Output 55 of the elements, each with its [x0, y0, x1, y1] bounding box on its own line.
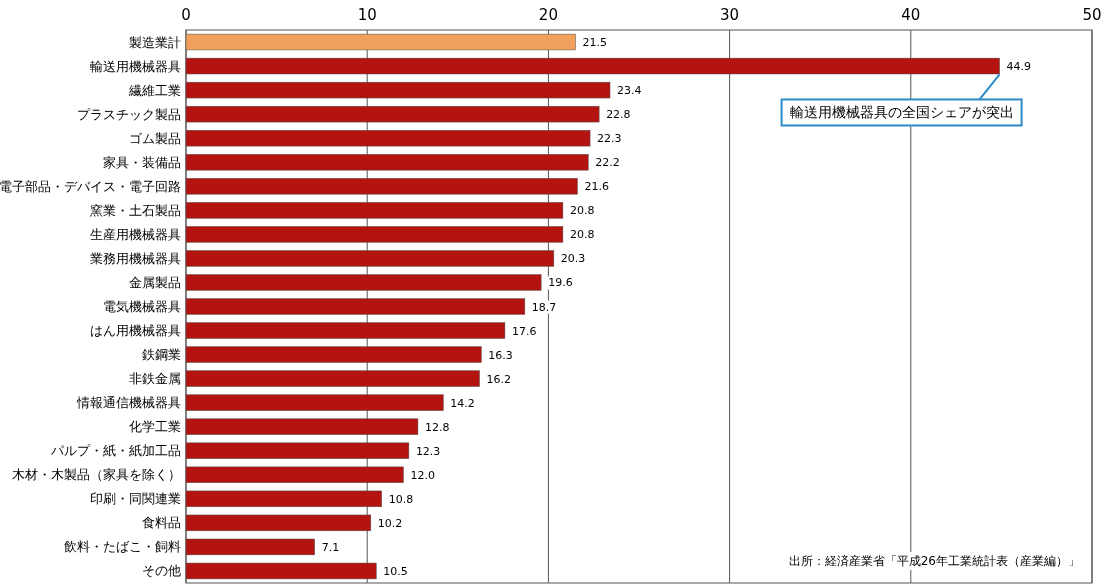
- y-tick-label: パルプ・紙・紙加工品: [50, 443, 181, 459]
- y-tick-label: 印刷・同関連業: [90, 491, 181, 507]
- data-label: 14.2: [450, 396, 475, 410]
- y-tick-label: 非鉄金属: [129, 371, 181, 387]
- data-label: 20.3: [560, 252, 586, 266]
- y-tick-label: 家具・装備品: [103, 154, 181, 170]
- data-label: 18.7: [531, 300, 557, 314]
- y-tick-label: 情報通信機械器具: [76, 395, 181, 411]
- y-tick-label: 製造業計: [129, 34, 181, 50]
- data-label: 7.1: [321, 540, 340, 554]
- x-tick-label: 20: [538, 6, 558, 24]
- data-label: 21.6: [584, 180, 609, 194]
- x-tick-label: 10: [357, 6, 377, 24]
- data-label: 19.6: [548, 276, 573, 290]
- x-tick-label: 40: [901, 6, 921, 24]
- y-tick-label: 電子部品・デバイス・電子回路: [0, 178, 181, 194]
- y-tick-label: 金属製品: [129, 274, 181, 290]
- data-label: 10.2: [377, 516, 403, 530]
- y-tick-label: 電気機械器具: [103, 299, 181, 314]
- y-tick-label: 業務用機械器具: [90, 250, 181, 266]
- data-label: 23.4: [617, 84, 642, 98]
- y-tick-label: 窯業・土石製品: [90, 202, 181, 218]
- y-tick-label: プラスチック製品: [77, 106, 181, 122]
- y-tick-label: ゴム製品: [129, 130, 181, 146]
- x-tick-label: 0: [181, 6, 191, 24]
- data-label: 22.2: [595, 156, 620, 170]
- data-label: 17.6: [511, 324, 537, 338]
- data-label: 16.2: [486, 372, 512, 386]
- data-label: 10.5: [383, 564, 408, 578]
- y-tick-label: はん用機械器具: [90, 323, 181, 339]
- data-label: 12.3: [415, 444, 441, 458]
- y-tick-label: 輸送用機械器具: [90, 58, 181, 74]
- y-tick-label: 化学工業: [129, 419, 181, 435]
- annotation-callout: 輸送用機械器具の全国シェアが突出: [780, 73, 1023, 127]
- data-label: 22.8: [606, 108, 631, 122]
- x-tick-label: 50: [1082, 6, 1102, 24]
- y-tick-label: 生産用機械器具: [90, 226, 181, 242]
- data-label: 44.9: [1006, 60, 1032, 74]
- data-label: 20.8: [569, 228, 595, 242]
- data-label: 16.3: [488, 348, 513, 362]
- data-label: 12.8: [424, 420, 450, 434]
- y-tick-label: その他: [142, 563, 181, 579]
- y-tick-label: 繊維工業: [128, 82, 181, 98]
- data-label: 22.3: [597, 132, 622, 146]
- y-tick-label: 食料品: [142, 515, 181, 531]
- y-tick-label: 飲料・たばこ・飼料: [64, 539, 181, 555]
- data-label: 21.5: [582, 36, 608, 50]
- annotation: 輸送用機械器具の全国シェアが突出: [789, 104, 1014, 121]
- y-tick-label: 鉄鋼業: [142, 347, 181, 363]
- x-tick-label: 30: [720, 6, 740, 24]
- data-label: 20.8: [569, 204, 595, 218]
- data-label: 12.0: [410, 468, 435, 482]
- annotation: 出所：経済産業省「平成26年工業統計表（産業編）」: [788, 554, 1080, 568]
- data-label: 10.8: [388, 492, 414, 506]
- y-tick-label: 木材・木製品（家具を除く）: [12, 467, 181, 483]
